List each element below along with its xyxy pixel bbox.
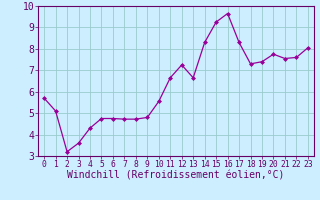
X-axis label: Windchill (Refroidissement éolien,°C): Windchill (Refroidissement éolien,°C) [67,171,285,181]
